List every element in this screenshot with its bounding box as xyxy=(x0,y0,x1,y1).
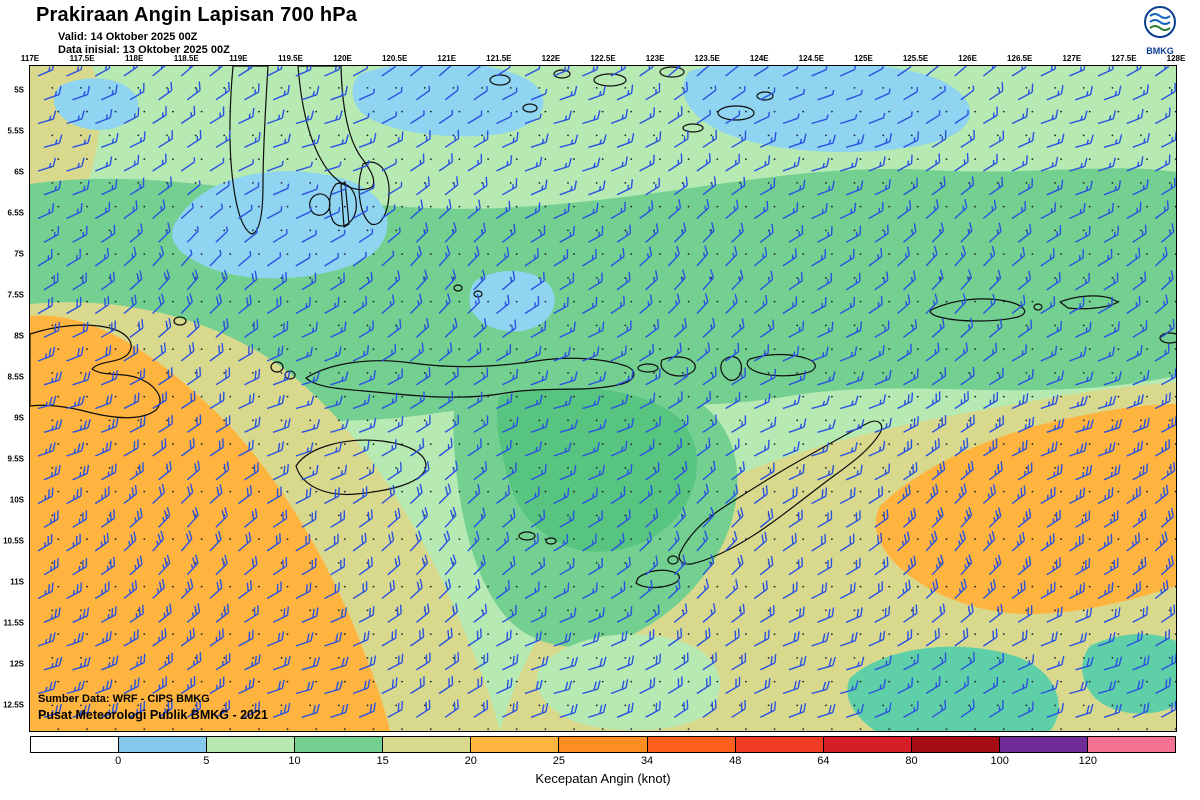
lon-label: 120.5E xyxy=(381,54,408,63)
legend-cell xyxy=(559,737,648,752)
lat-label: 7S xyxy=(14,249,24,259)
lat-label: 8S xyxy=(14,331,24,341)
legend-cell xyxy=(295,737,384,752)
lon-label: 125.5E xyxy=(902,54,929,63)
legend-title: Kecepatan Angin (knot) xyxy=(535,771,671,786)
legend-cell xyxy=(823,737,912,752)
coastlines xyxy=(30,66,1176,589)
page-title: Prakiraan Angin Lapisan 700 hPa xyxy=(36,4,358,26)
legend-tick: 15 xyxy=(376,755,389,767)
legend-tick: 48 xyxy=(729,755,742,767)
legend-tick: 25 xyxy=(552,755,566,767)
legend-cell xyxy=(471,737,560,752)
map: 117E 117.5E 118E 118.5E 119E 119.5E 120E 120.5E… xyxy=(3,54,1185,732)
legend-tick: 100 xyxy=(990,755,1009,767)
legend-tick: 80 xyxy=(905,755,918,767)
lat-label: 11S xyxy=(10,577,24,587)
lon-label: 128E xyxy=(1166,54,1186,63)
lat-label: 6.5S xyxy=(7,208,24,218)
legend-cell xyxy=(383,737,472,752)
legend-tick: 10 xyxy=(288,755,301,767)
lon-labels: 117E 117.5E 118E 118.5E 119E 119.5E 120E 120.5E… xyxy=(21,54,1185,65)
lat-labels: 5S 5.5S 6S 6.5S 7S 7.5S 8S 8.5S 9S 9.5S 10S 10.5S 11… xyxy=(0,66,27,731)
legend: 0 5 10 15 20 25 34 48 64 80 100 120 Kecepatan Angin… xyxy=(30,736,1176,786)
lat-label: 12.5S xyxy=(3,700,24,710)
legend-cell xyxy=(1087,737,1176,752)
lat-label: 10S xyxy=(9,495,24,505)
lat-label: 9.5S xyxy=(7,454,24,464)
source-line-1: Sumber Data: WRF - CIPS BMKG xyxy=(38,693,210,705)
lon-label: 121.5E xyxy=(486,54,512,63)
init-text: Data inisial: 13 Oktober 2025 00Z xyxy=(58,44,230,56)
legend-ticks: 0 5 10 15 20 25 34 48 64 80 100 120 xyxy=(30,753,1176,768)
legend-tick: 64 xyxy=(817,755,830,767)
lat-label: 5S xyxy=(14,85,24,95)
map-canvas xyxy=(30,66,1176,731)
legend-cell xyxy=(119,737,208,752)
lon-label: 117.5E xyxy=(69,54,95,63)
legend-tick: 0 xyxy=(115,755,122,767)
legend-tick: 5 xyxy=(203,755,210,767)
legend-tick: 120 xyxy=(1078,755,1098,767)
lon-label: 121E xyxy=(437,54,457,63)
lon-label: 126.5E xyxy=(1007,54,1033,63)
legend-cell xyxy=(911,737,1000,752)
legend-tick: 20 xyxy=(464,755,477,767)
wind-speed-shading xyxy=(30,66,1176,731)
legend-cell xyxy=(647,737,736,752)
lon-label: 122E xyxy=(541,54,561,63)
lat-label: 8.5S xyxy=(7,372,24,382)
source-line-2: Pusat Meteorologi Publik BMKG - 2021 xyxy=(38,708,268,722)
lon-label: 123.5E xyxy=(694,54,720,63)
lon-label: 127.5E xyxy=(1111,54,1137,63)
legend-tick: 34 xyxy=(640,755,654,767)
legend-cell xyxy=(207,737,296,752)
bmkg-logo-icon xyxy=(1144,6,1176,38)
lon-label: 122.5E xyxy=(590,54,616,63)
lon-label: 124.5E xyxy=(798,54,825,63)
lat-label: 12S xyxy=(9,659,24,669)
lon-label: 120E xyxy=(333,54,352,63)
valid-text: Valid: 14 Oktober 2025 00Z xyxy=(58,31,198,43)
lat-label: 7.5S xyxy=(7,290,24,300)
lon-label: 123E xyxy=(645,54,665,63)
lat-label: 11.5S xyxy=(3,618,24,628)
lat-label: 6S xyxy=(14,167,24,177)
lon-label: 118E xyxy=(125,54,144,63)
legend-cell xyxy=(735,737,824,752)
grid-dots xyxy=(51,87,1176,730)
legend-bar xyxy=(30,736,1176,753)
lon-label: 125E xyxy=(854,54,873,63)
lat-label: 10.5S xyxy=(3,536,24,546)
lat-label: 5.5S xyxy=(7,126,24,136)
legend-cell xyxy=(31,737,120,752)
lon-label: 124E xyxy=(749,54,769,63)
lon-label: 126E xyxy=(958,54,977,63)
bmkg-logo: BMKG xyxy=(1136,4,1184,56)
wind-barbs xyxy=(37,66,1176,718)
lat-label: 9S xyxy=(14,413,24,423)
lon-label: 119.5E xyxy=(277,54,303,63)
lon-label: 127E xyxy=(1062,54,1082,63)
lon-label: 118.5E xyxy=(173,54,199,63)
lon-label: 119E xyxy=(229,54,248,63)
lon-label: 117E xyxy=(20,54,40,63)
legend-cell xyxy=(999,737,1088,752)
bmkg-logo-label: BMKG xyxy=(1146,46,1174,56)
